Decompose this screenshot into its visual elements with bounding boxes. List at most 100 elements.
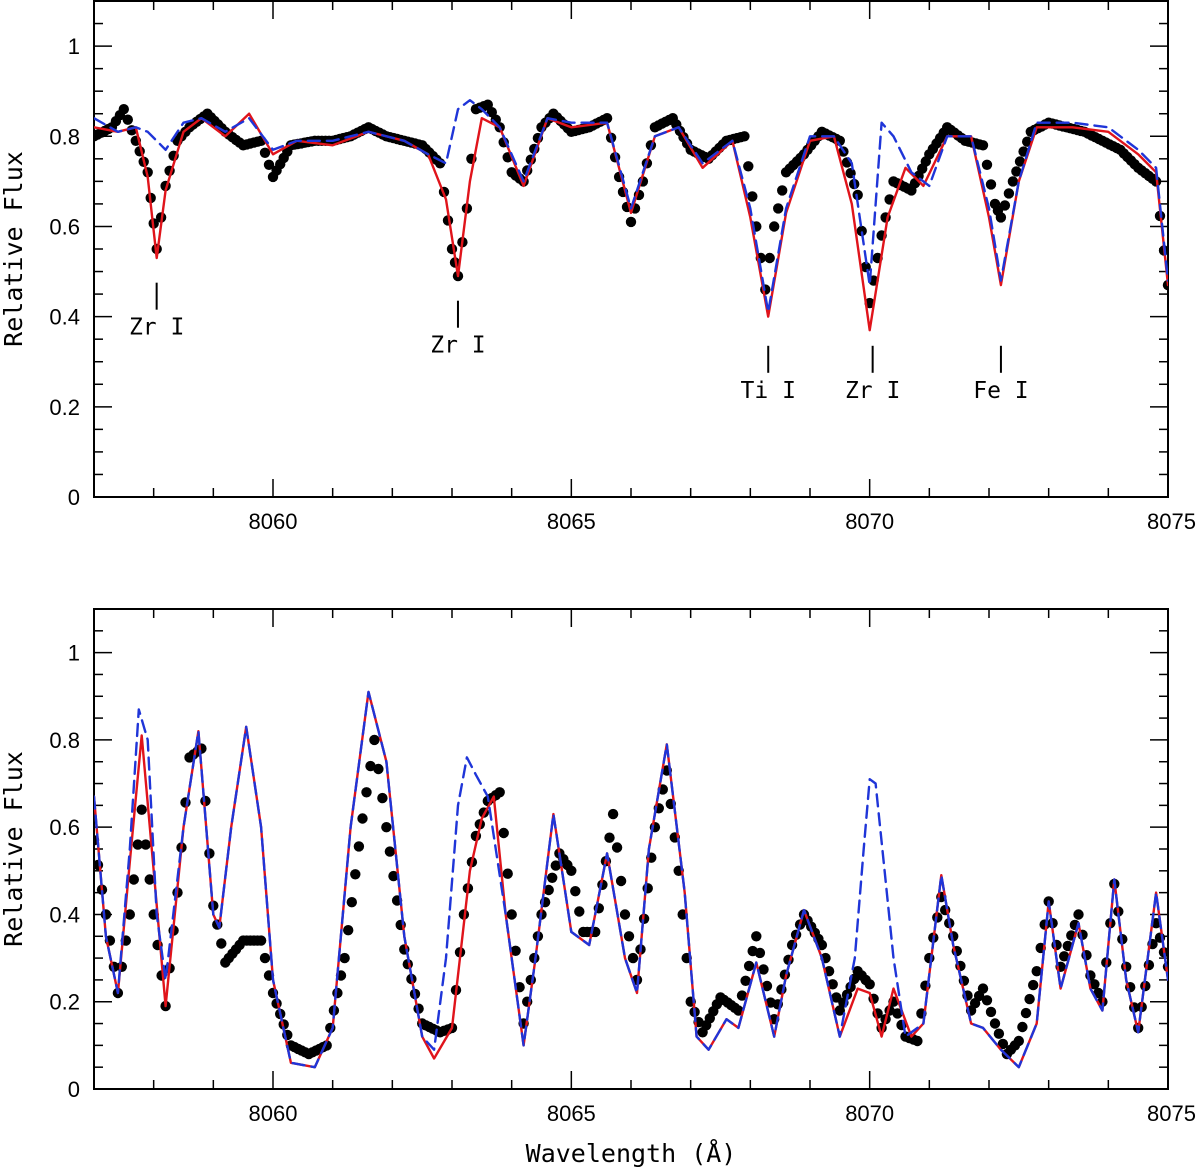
observed-point — [977, 140, 989, 151]
observed-point — [502, 868, 513, 879]
observed-point — [769, 221, 780, 232]
observed-point — [892, 1008, 903, 1019]
observed-point — [739, 131, 750, 142]
observed-point — [353, 841, 365, 852]
observed-point — [550, 860, 561, 871]
observed-point — [350, 869, 361, 880]
observed-point — [743, 960, 755, 972]
observed-point — [1073, 909, 1084, 920]
line-id-label: Fe I — [973, 378, 1028, 404]
observed-point — [494, 787, 505, 798]
observed-point — [764, 252, 775, 264]
observed-point — [1003, 188, 1015, 199]
observed-series — [94, 99, 1168, 309]
observed-point — [1162, 961, 1168, 972]
observed-point — [827, 979, 838, 990]
y-tick-label: 0.2 — [49, 990, 80, 1015]
observed-point — [816, 939, 828, 951]
observed-point — [525, 974, 536, 986]
observed-point — [381, 822, 392, 833]
observed-point — [977, 983, 989, 994]
observed-point — [747, 191, 758, 202]
observed-point — [384, 846, 396, 857]
observed-point — [566, 865, 577, 876]
observed-point — [601, 113, 613, 124]
top-panel: 8060 8065 8070 8075 0 0.2 0.4 0.6 0.8 1 Relative F… — [0, 0, 1196, 534]
observed-point — [985, 179, 997, 190]
y-tick-label: 0.8 — [49, 728, 80, 753]
observed-point — [993, 1028, 1005, 1039]
line-id-label: Zr I — [430, 333, 485, 359]
synthetic-best-fit-line — [94, 690, 1168, 1069]
observed-point — [343, 925, 354, 936]
observed-point — [777, 185, 788, 196]
observed-point — [140, 839, 151, 850]
observed-point — [543, 884, 554, 896]
observed-point — [118, 104, 129, 115]
synthetic-no-zr-line — [94, 99, 1168, 314]
observed-point — [196, 743, 207, 754]
observed-point — [912, 1035, 923, 1047]
observed-point — [180, 797, 191, 808]
observed-point — [773, 203, 784, 214]
observed-point — [989, 1018, 1001, 1029]
observed-point — [619, 909, 631, 920]
observed-point — [642, 883, 653, 894]
observed-point — [388, 870, 399, 882]
x-axis-label: Wavelength (Å) — [526, 1139, 737, 1168]
observed-point — [1089, 979, 1100, 990]
observed-point — [369, 734, 380, 746]
observed-point — [1020, 1007, 1032, 1019]
observed-point — [332, 987, 343, 999]
y-tick-label: 0.2 — [49, 395, 80, 420]
line-id-label: Zr I — [129, 315, 184, 341]
y-tick-label: 0 — [68, 485, 80, 510]
observed-point — [1093, 987, 1104, 999]
observed-point — [346, 897, 357, 908]
observed-point — [615, 875, 627, 887]
observed-point — [981, 159, 993, 170]
observed-point — [611, 842, 623, 853]
observed-point — [498, 827, 509, 839]
observed-point — [758, 964, 769, 975]
observed-point — [981, 995, 993, 1006]
observed-point — [1031, 966, 1042, 977]
x-tick-label: 8060 — [249, 1101, 298, 1126]
observed-point — [122, 114, 133, 125]
observed-point — [259, 147, 271, 158]
synthetic-best-fit-line — [94, 112, 1168, 332]
observed-point — [1017, 1021, 1028, 1033]
observed-point — [1007, 176, 1019, 187]
observed-point — [1059, 951, 1070, 962]
observed-point — [128, 874, 139, 885]
observed-point — [740, 975, 751, 986]
y-axis-label: Relative Flux — [0, 151, 28, 347]
x-tick-label: 8075 — [1147, 1101, 1196, 1126]
observed-series — [94, 734, 1168, 1060]
x-tick-label: 8065 — [547, 509, 596, 534]
y-tick-label: 0.4 — [49, 902, 80, 927]
observed-point — [574, 906, 585, 917]
y-tick-label: 0.6 — [49, 214, 80, 239]
observed-point — [547, 872, 558, 883]
observed-point — [623, 931, 635, 942]
observed-point — [1011, 166, 1022, 177]
observed-point — [845, 981, 856, 993]
y-axis-label: Relative Flux — [0, 751, 28, 947]
observed-point — [997, 1038, 1009, 1050]
observed-point — [751, 931, 762, 942]
observed-point — [1021, 136, 1033, 147]
observed-point — [1028, 979, 1039, 991]
observed-point — [604, 832, 615, 843]
x-tick-label: 8070 — [845, 1101, 894, 1126]
observed-point — [1024, 993, 1035, 1005]
observed-point — [339, 952, 350, 964]
observed-point — [570, 886, 581, 897]
observed-point — [754, 947, 766, 959]
observed-point — [733, 1005, 744, 1016]
line-id-label: Ti I — [741, 378, 796, 404]
observed-point — [94, 859, 104, 871]
observed-point — [377, 792, 388, 804]
y-tick-label: 1 — [68, 641, 80, 666]
observed-point — [1014, 156, 1026, 167]
